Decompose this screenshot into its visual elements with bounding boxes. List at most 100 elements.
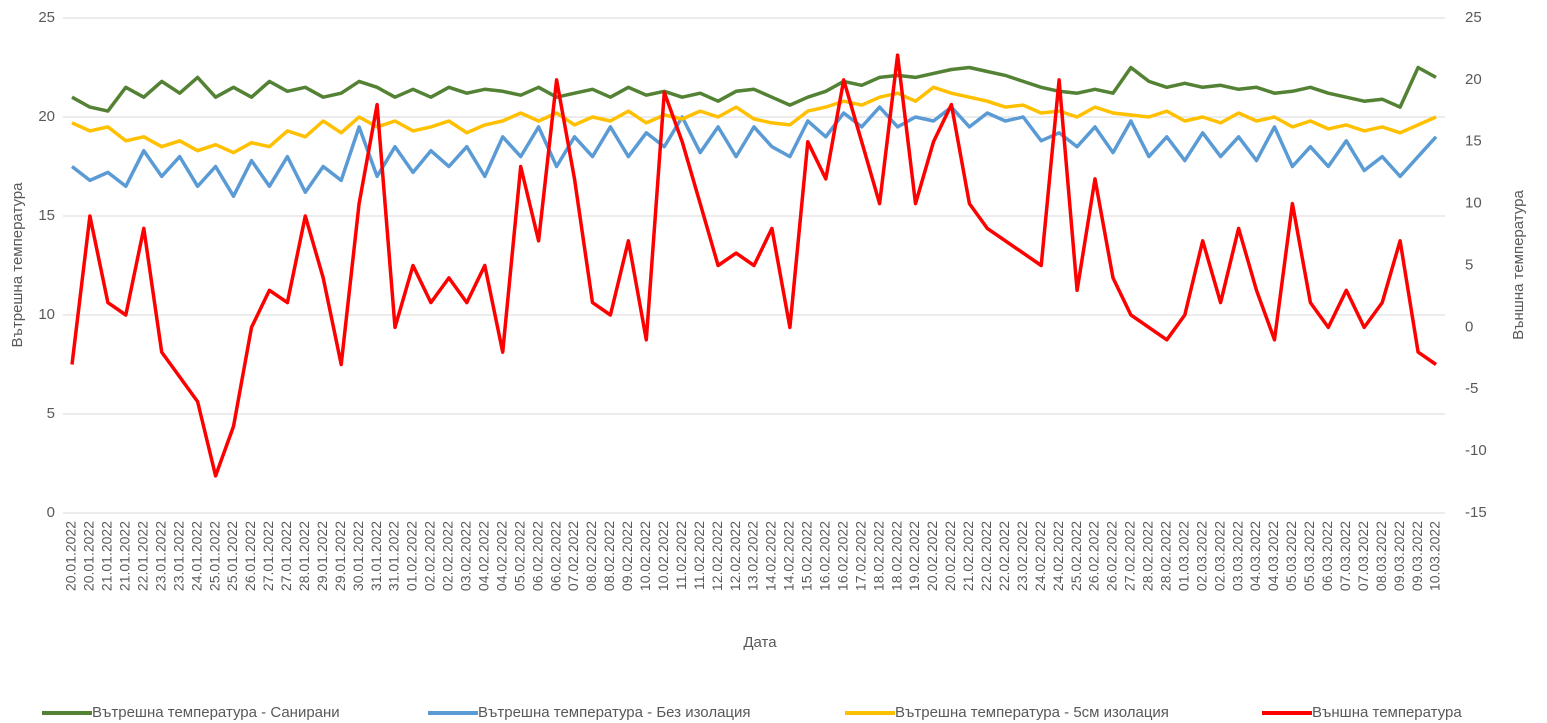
x-tick-label: 20.01.2022 — [81, 521, 97, 591]
x-tick-label: 30.01.2022 — [350, 521, 366, 591]
x-tick-label: 03.02.2022 — [458, 521, 474, 591]
x-tick-label: 01.02.2022 — [404, 521, 420, 591]
x-tick-label: 23.01.2022 — [152, 521, 168, 591]
x-tick-label: 12.02.2022 — [727, 521, 743, 591]
x-tick-label: 25.01.2022 — [206, 521, 222, 591]
series-line — [71, 65, 1437, 113]
x-tick-label: 22.01.2022 — [134, 521, 150, 591]
y-tick-label: 5 — [47, 405, 55, 422]
x-tick-label: 02.03.2022 — [1193, 521, 1209, 591]
x-tick-label: 18.02.2022 — [870, 521, 886, 591]
legend-label: Вътрешна температура - Санирани — [92, 704, 340, 721]
x-tick-label: 18.02.2022 — [888, 521, 904, 591]
x-tick-label: 09.03.2022 — [1391, 521, 1407, 591]
y-tick-label: 0 — [47, 504, 55, 521]
x-tick-label: 11.02.2022 — [691, 521, 707, 590]
x-tick-label: 25.02.2022 — [1068, 521, 1084, 591]
x-tick-label: 07.02.2022 — [565, 521, 581, 591]
x-tick-label: 23.01.2022 — [170, 521, 186, 591]
x-tick-label: 04.02.2022 — [493, 521, 509, 591]
y-axis-title: Вътрешна температура — [9, 182, 26, 348]
x-tick-label: 08.02.2022 — [601, 521, 617, 591]
y2-tick-label: 25 — [1465, 9, 1482, 26]
x-tick-label: 14.02.2022 — [763, 521, 779, 591]
x-tick-label: 29.01.2022 — [332, 521, 348, 591]
x-tick-label: 13.02.2022 — [745, 521, 761, 591]
y-tick-label: 15 — [38, 207, 55, 224]
x-tick-label: 31.01.2022 — [386, 521, 402, 591]
x-tick-label: 24.01.2022 — [188, 521, 204, 591]
x-tick-label: 11.02.2022 — [673, 521, 689, 590]
x-tick-label: 24.02.2022 — [1032, 521, 1048, 591]
x-tick-label: 26.02.2022 — [1104, 521, 1120, 591]
x-tick-label: 08.03.2022 — [1373, 521, 1389, 591]
x-tick-label: 26.01.2022 — [242, 521, 258, 591]
x-tick-label: 22.02.2022 — [978, 521, 994, 591]
x-tick-label: 02.02.2022 — [440, 521, 456, 591]
x-tick-label: 17.02.2022 — [852, 521, 868, 591]
legend-label: Вътрешна температура - 5см изолация — [895, 704, 1169, 721]
x-tick-label: 29.01.2022 — [314, 521, 330, 591]
y-tick-label: 10 — [38, 306, 55, 323]
series-line — [71, 85, 1437, 155]
x-tick-label: 21.01.2022 — [117, 521, 133, 591]
x-tick-label: 07.03.2022 — [1355, 521, 1371, 591]
x-tick-label: 02.02.2022 — [422, 521, 438, 591]
x-tick-label: 06.02.2022 — [529, 521, 545, 591]
x-tick-label: 03.03.2022 — [1229, 521, 1245, 591]
y2-tick-label: -10 — [1465, 442, 1487, 459]
x-tick-label: 05.02.2022 — [511, 521, 527, 591]
x-tick-label: 26.02.2022 — [1086, 521, 1102, 591]
legend-label: Вътрешна температура - Без изолация — [478, 704, 751, 721]
x-tick-label: 15.02.2022 — [799, 521, 815, 591]
x-tick-label: 20.02.2022 — [924, 521, 940, 591]
x-tick-label: 22.02.2022 — [996, 521, 1012, 591]
y2-tick-label: 5 — [1465, 256, 1473, 273]
x-tick-label: 07.03.2022 — [1337, 521, 1353, 591]
x-tick-label: 02.03.2022 — [1211, 521, 1227, 591]
series-line — [70, 53, 1437, 478]
series-line — [70, 105, 1438, 198]
x-tick-label: 09.02.2022 — [619, 521, 635, 591]
x-tick-label: 06.02.2022 — [547, 521, 563, 591]
y2-tick-label: 0 — [1465, 318, 1473, 335]
y2-tick-label: 20 — [1465, 71, 1482, 88]
x-tick-label: 10.02.2022 — [637, 521, 653, 591]
y-tick-label: 20 — [38, 108, 55, 125]
x-tick-label: 21.02.2022 — [960, 521, 976, 591]
x-tick-label: 09.03.2022 — [1409, 521, 1425, 591]
y2-tick-label: 15 — [1465, 133, 1482, 150]
y2-axis-title: Външна температура — [1510, 189, 1527, 339]
x-tick-label: 27.02.2022 — [1122, 521, 1138, 591]
y2-tick-label: -15 — [1465, 504, 1487, 521]
x-tick-label: 14.02.2022 — [781, 521, 797, 591]
x-axis-title: Дата — [743, 634, 777, 651]
x-tick-label: 10.03.2022 — [1427, 521, 1443, 591]
y2-tick-label: 10 — [1465, 195, 1482, 212]
x-tick-label: 06.03.2022 — [1319, 521, 1335, 591]
x-tick-label: 20.01.2022 — [63, 521, 79, 591]
x-tick-label: 23.02.2022 — [1014, 521, 1030, 591]
x-tick-label: 25.01.2022 — [224, 521, 240, 591]
x-tick-label: 04.03.2022 — [1247, 521, 1263, 591]
x-tick-label: 04.02.2022 — [475, 521, 491, 591]
x-tick-label: 28.02.2022 — [1158, 521, 1174, 591]
y-tick-label: 25 — [38, 9, 55, 26]
x-tick-label: 24.02.2022 — [1050, 521, 1066, 591]
x-tick-label: 28.01.2022 — [296, 521, 312, 591]
x-tick-label: 16.02.2022 — [816, 521, 832, 591]
x-tick-label: 04.03.2022 — [1265, 521, 1281, 591]
x-tick-label: 05.03.2022 — [1283, 521, 1299, 591]
y2-tick-label: -5 — [1465, 380, 1478, 397]
x-tick-label: 12.02.2022 — [709, 521, 725, 591]
x-tick-label: 08.02.2022 — [583, 521, 599, 591]
x-tick-label: 28.02.2022 — [1140, 521, 1156, 591]
x-tick-label: 27.01.2022 — [278, 521, 294, 591]
x-tick-label: 05.03.2022 — [1301, 521, 1317, 591]
x-tick-label: 01.03.2022 — [1175, 521, 1191, 591]
x-tick-label: 10.02.2022 — [655, 521, 671, 591]
x-tick-label: 31.01.2022 — [368, 521, 384, 591]
x-tick-label: 27.01.2022 — [260, 521, 276, 591]
x-tick-label: 20.02.2022 — [942, 521, 958, 591]
